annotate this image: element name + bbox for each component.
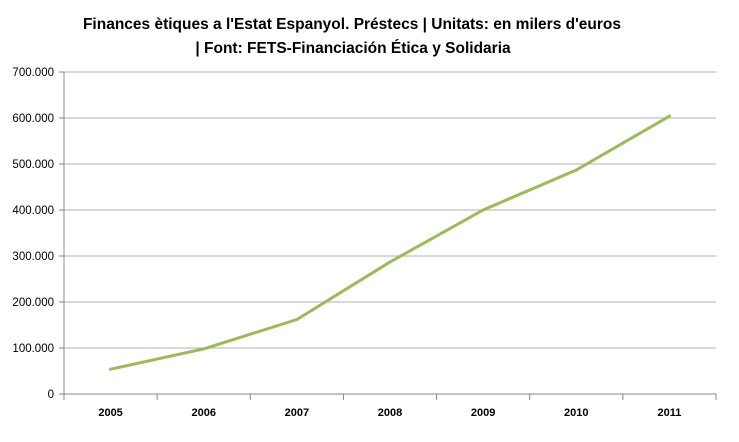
gridlines — [64, 71, 716, 349]
x-tick-label-2008: 2008 — [378, 407, 402, 419]
x-tick-label-2010: 2010 — [564, 407, 588, 419]
x-tick-label-2011: 2011 — [657, 407, 681, 419]
data-point-2008 — [388, 260, 392, 264]
series-layer — [109, 114, 671, 371]
x-tick-label-2009: 2009 — [471, 407, 495, 419]
y-tick-label-1: 100.000 — [12, 343, 54, 355]
chart-title-line2: | Font: FETS-Financiación Ética y Solida… — [195, 40, 511, 57]
data-point-2009 — [481, 208, 485, 212]
x-tick-label-2007: 2007 — [285, 407, 309, 419]
data-point-2011 — [667, 114, 671, 118]
y-tick-label-7: 700.000 — [12, 67, 54, 79]
data-point-2005 — [109, 367, 113, 371]
y-tick-label-0: 0 — [48, 389, 54, 401]
data-point-2007 — [295, 317, 299, 321]
y-tick-label-2: 200.000 — [12, 297, 54, 309]
x-tick-label-2005: 2005 — [98, 407, 122, 419]
y-tick-label-4: 400.000 — [12, 205, 54, 217]
y-tick-label-5: 500.000 — [12, 159, 54, 171]
data-point-2010 — [574, 168, 578, 172]
chart-title-line1: Finances ètiques a l'Estat Espanyol. Pré… — [83, 16, 621, 33]
y-tick-label-3: 300.000 — [12, 251, 54, 263]
x-tick-label-2006: 2006 — [191, 407, 215, 419]
axes — [59, 71, 717, 400]
x-axis-tick-labels: 2005 2006 2007 2008 2009 2010 2011 — [98, 407, 681, 419]
y-axis-tick-labels: 0 100.000 200.000 300.000 400.000 500.000 600.… — [12, 67, 54, 401]
y-tick-label-6: 600.000 — [12, 113, 54, 125]
series-line-0 — [109, 114, 671, 371]
data-point-2006 — [202, 347, 206, 351]
